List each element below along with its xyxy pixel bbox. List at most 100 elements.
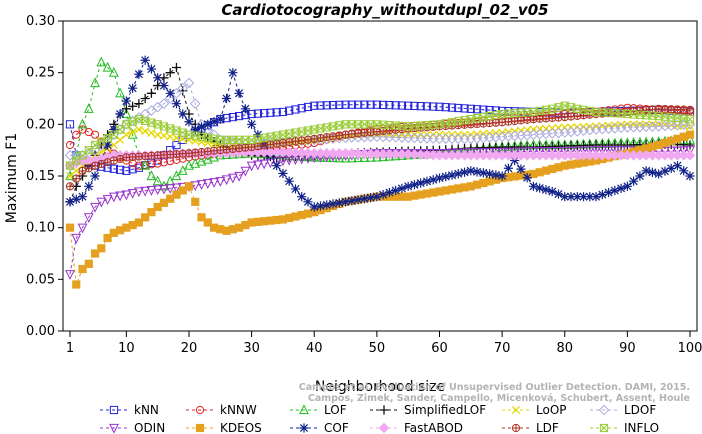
data-point-kdeos	[197, 213, 206, 222]
data-point-lof	[196, 155, 207, 166]
data-point-inflo	[303, 126, 313, 135]
data-point-cof	[77, 192, 88, 202]
data-point-odin	[259, 159, 270, 170]
data-point-inflo	[660, 112, 670, 121]
data-point-inflo	[585, 106, 594, 116]
data-point-knn	[297, 104, 306, 113]
data-point-odin	[171, 183, 182, 194]
data-point-knn	[472, 105, 482, 114]
data-point-cof	[528, 181, 539, 191]
data-point-cof	[247, 119, 257, 129]
data-point-inflo	[447, 118, 457, 127]
data-point-inflo	[391, 121, 400, 130]
watermark-line-2: Campos, Zimek, Sander, Campello, Micenko…	[308, 393, 690, 404]
data-point-cof	[278, 168, 288, 179]
data-point-lof	[334, 152, 345, 163]
data-point-knn	[278, 107, 288, 117]
data-point-odin	[71, 233, 82, 244]
data-point-inflo	[141, 116, 150, 125]
legend-label-inflo: INFLO	[624, 421, 659, 434]
data-point-lof	[146, 170, 157, 181]
data-point-odin	[252, 160, 263, 171]
data-point-ldf-cross	[66, 182, 74, 190]
data-point-lof	[102, 61, 113, 72]
data-point-inflo	[241, 135, 250, 144]
data-point-cof	[672, 161, 683, 171]
data-point-cof	[597, 190, 607, 200]
data-point-knn	[285, 106, 294, 115]
data-point-ldof	[158, 98, 170, 109]
data-point-inflo	[209, 134, 219, 143]
data-point-odin	[96, 197, 107, 208]
data-point-simplifiedlof	[165, 68, 175, 78]
data-point-cof	[159, 80, 169, 91]
legend-label-knn: kNN	[134, 403, 159, 417]
data-point-simplifiedlof	[128, 101, 138, 111]
data-point-knn	[416, 102, 425, 111]
data-point-inflo	[554, 103, 563, 112]
data-point-inflo	[404, 122, 413, 131]
data-point-odin	[547, 147, 558, 157]
data-point-cof	[378, 190, 388, 200]
data-point-simplifiedlof	[140, 93, 150, 104]
data-point-knn	[266, 108, 275, 117]
x-tick-label: 70	[494, 341, 511, 356]
data-point-odin	[685, 146, 695, 156]
data-point-ldof	[183, 77, 195, 89]
data-point-knn	[447, 103, 457, 112]
data-point-inflo	[541, 105, 551, 114]
legend-label-loop: LoOP	[536, 403, 567, 417]
legend: kNN kNNW LOF SimplifiedLOF LoOP LDOF ODIN KDEOS…	[100, 403, 659, 434]
data-point-odin	[522, 147, 533, 158]
data-point-inflo	[397, 121, 407, 131]
data-point-knn	[253, 109, 262, 118]
data-point-odin	[559, 147, 570, 157]
legend-label-odin: ODIN	[134, 421, 165, 434]
data-point-cof	[466, 166, 476, 176]
data-point-kdeos	[72, 280, 81, 289]
data-point-loop	[128, 128, 137, 137]
data-point-inflo	[353, 120, 363, 129]
data-point-odin	[566, 146, 576, 157]
data-point-inflo	[604, 108, 613, 117]
data-point-odin	[591, 146, 601, 156]
data-point-cof	[134, 69, 144, 79]
data-point-kdeos	[65, 223, 75, 232]
data-point-inflo	[372, 120, 381, 129]
x-tick-label: 90	[619, 341, 636, 356]
data-point-knn	[122, 166, 131, 175]
legend-marker-lof	[299, 404, 309, 415]
data-point-inflo	[366, 120, 375, 129]
data-point-inflo	[460, 116, 469, 125]
data-point-lof	[140, 159, 151, 170]
data-point-knn	[404, 101, 413, 110]
legend-item-simplifiedlof: SimplifiedLOF	[370, 403, 486, 417]
legend-marker-ldf-cross	[512, 424, 520, 432]
data-point-inflo	[535, 106, 544, 116]
data-point-cof	[240, 104, 250, 114]
data-point-knn	[347, 100, 356, 109]
data-point-cof	[547, 186, 557, 197]
data-point-inflo	[147, 118, 156, 127]
data-point-cof	[184, 117, 194, 127]
data-point-lof	[96, 56, 107, 67]
legend-label-ldof: LDOF	[624, 403, 656, 417]
x-tick-label: 20	[181, 341, 198, 356]
data-point-kdeos	[191, 197, 200, 206]
data-point-cof	[403, 181, 413, 191]
data-point-simplifiedlof	[134, 99, 144, 109]
data-point-cof	[660, 166, 670, 176]
data-point-loop	[134, 125, 143, 134]
data-point-inflo	[65, 161, 75, 170]
data-point-knn	[410, 101, 419, 111]
data-point-inflo	[347, 120, 356, 129]
data-point-kdeos	[103, 233, 112, 243]
data-point-inflo	[491, 110, 500, 120]
data-point-knn	[109, 164, 118, 173]
data-point-odin	[234, 171, 244, 182]
data-point-inflo	[529, 107, 538, 117]
data-point-odin	[83, 213, 94, 224]
series-cof	[65, 55, 695, 212]
data-point-cof	[209, 117, 219, 127]
legend-label-kdeos: KDEOS	[220, 421, 262, 434]
